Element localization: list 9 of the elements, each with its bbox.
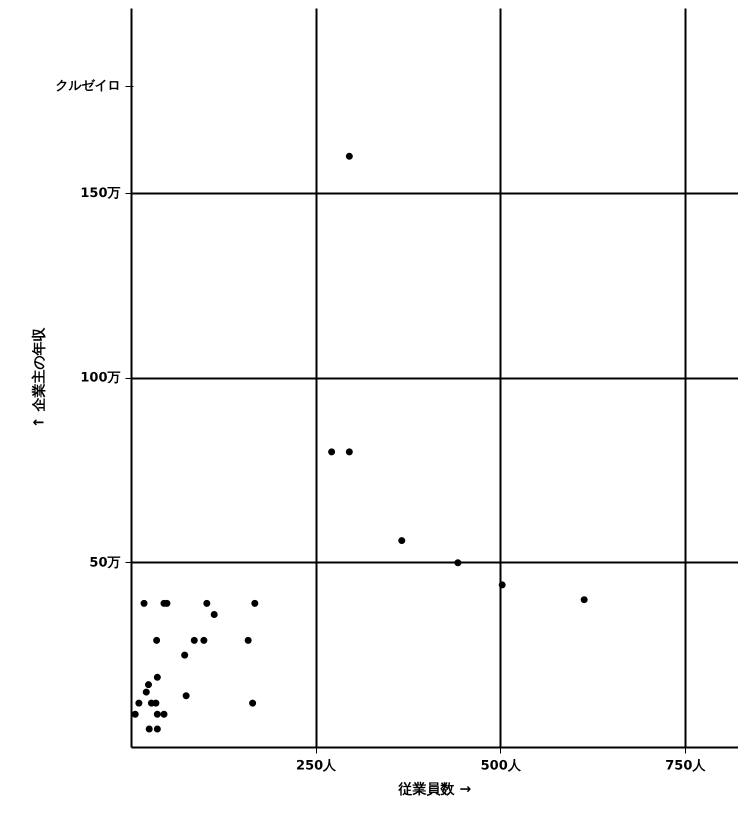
x-axis-title: 従業員数 →	[398, 782, 472, 798]
x-tick-label: 750人	[665, 758, 706, 774]
y-tick-label: 150万	[80, 186, 121, 201]
text: クルゼイロ	[56, 78, 120, 94]
x-tick-label: 500人	[480, 758, 522, 774]
y-axis-title: ↑ 企業主の年収	[30, 326, 48, 428]
x-tick-label: 250人	[296, 758, 338, 774]
y-tick-label: 100万	[80, 370, 121, 386]
y-tick-label: 50万	[89, 555, 121, 570]
